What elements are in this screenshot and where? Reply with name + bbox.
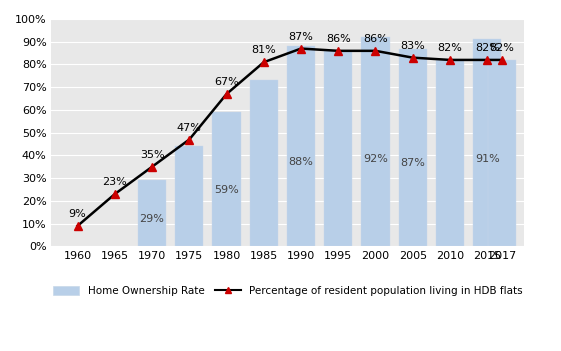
Bar [138,180,166,246]
Text: 82%: 82% [438,43,462,53]
Text: 87%: 87% [288,32,314,42]
Bar [175,146,204,246]
Text: 87%: 87% [401,158,425,168]
Bar [488,60,516,246]
Bar [287,46,315,246]
Bar [250,80,278,246]
Text: 83%: 83% [401,41,425,51]
Text: 35%: 35% [140,150,164,160]
Text: 86%: 86% [326,34,351,44]
Text: 23%: 23% [103,177,127,187]
Text: 67%: 67% [214,77,239,87]
Text: 91%: 91% [475,154,500,165]
Bar [361,37,390,246]
Text: 88%: 88% [288,157,314,167]
Text: 47%: 47% [177,123,202,133]
Text: 9%: 9% [68,209,86,219]
Text: 29%: 29% [140,214,164,224]
Bar [473,39,502,246]
Bar [398,48,427,246]
Text: 59%: 59% [214,185,239,195]
Text: 86%: 86% [363,34,388,44]
Bar [324,51,352,246]
Text: 82%: 82% [490,43,514,53]
Text: 92%: 92% [363,153,388,164]
Legend: Home Ownership Rate, Percentage of resident population living in HDB flats: Home Ownership Rate, Percentage of resid… [49,282,527,300]
Bar [436,60,464,246]
Bar [213,112,241,246]
Text: 82%: 82% [475,43,500,53]
Text: 81%: 81% [251,45,276,55]
